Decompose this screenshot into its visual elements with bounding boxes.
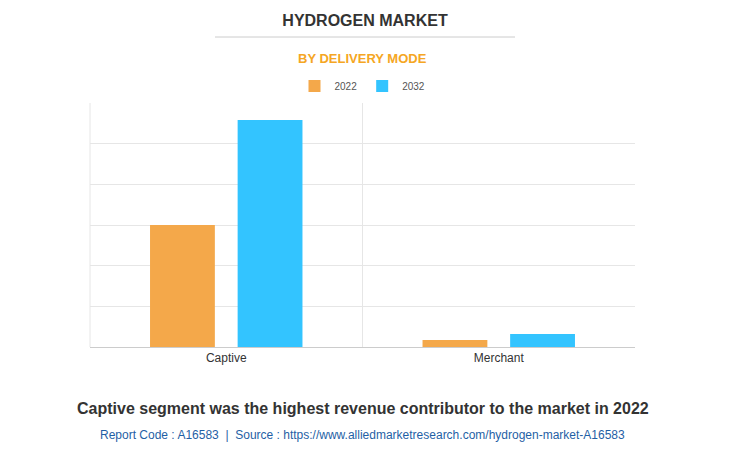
svg-text:Report Code : A16583 | Sourc: Report Code : A16583 | Source : https://… [100,428,625,442]
svg-text:HYDROGEN MARKET: HYDROGEN MARKET [282,12,448,29]
svg-text:Merchant: Merchant [474,351,525,365]
svg-text:Captive segment was the highes: Captive segment was the highest revenue … [77,400,649,417]
svg-text:Captive: Captive [206,351,247,365]
svg-text:BY DELIVERY MODE: BY DELIVERY MODE [298,51,427,66]
svg-text:2032: 2032 [402,81,425,92]
svg-text:2022: 2022 [335,81,358,92]
